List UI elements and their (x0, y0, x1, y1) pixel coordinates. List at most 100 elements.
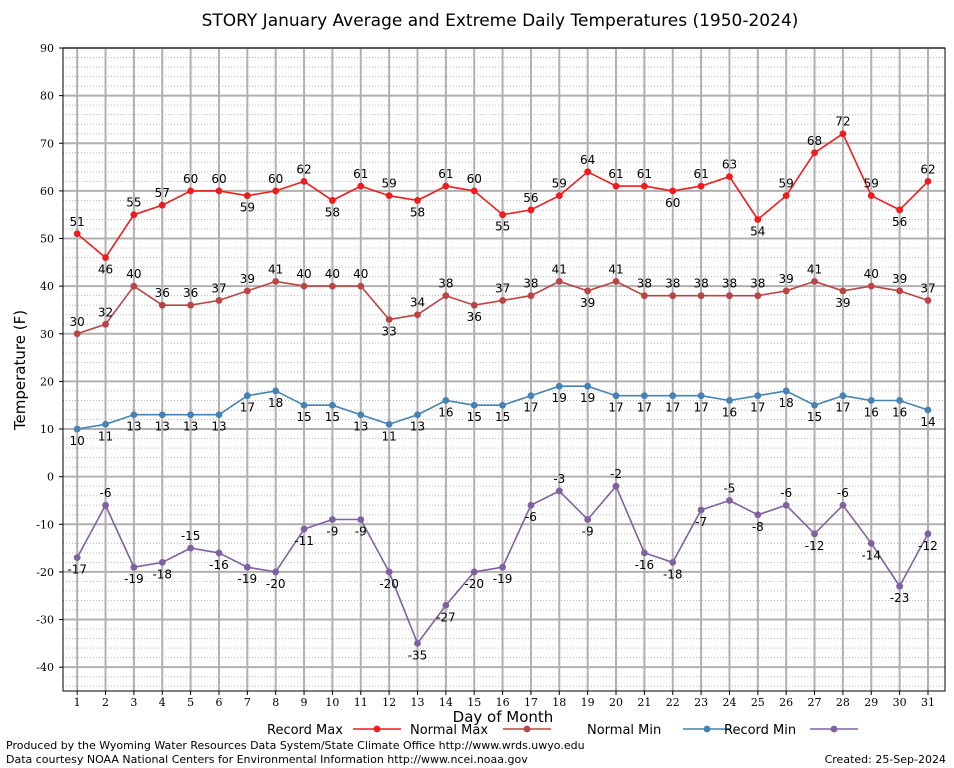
data-point (867, 539, 875, 547)
series-layer: 51 46 55 57 60 60 59 60 62 58 61 59 58 61 60 55 56 59 64 61… (67, 115, 937, 663)
data-point (782, 501, 790, 509)
x-tick-label: 16 (496, 696, 510, 709)
data-point (102, 320, 109, 328)
series-record-min: -17 -6 -19 -18 -15 -16 -19 -20 -11 -9 -9 -20 -35 -27 -… (67, 467, 937, 662)
data-label: -9 (355, 525, 367, 539)
data-label: 13 (211, 420, 226, 434)
x-tick-label: 22 (666, 696, 680, 709)
data-point (584, 168, 592, 176)
x-tick-label: 3 (130, 696, 137, 709)
data-point (442, 182, 450, 190)
legend-item: Normal Min (587, 723, 731, 738)
data-point (726, 292, 733, 300)
data-label: -17 (67, 563, 87, 577)
data-point (669, 292, 677, 300)
data-label: -18 (663, 567, 683, 581)
data-label: 60 (183, 172, 198, 186)
data-point (811, 149, 818, 157)
legend-marker (373, 725, 381, 733)
data-label: 72 (835, 115, 850, 129)
data-point (640, 392, 648, 400)
data-point (187, 544, 195, 552)
data-point (527, 292, 535, 300)
data-point (73, 230, 81, 238)
data-point (669, 392, 677, 400)
data-point (130, 563, 138, 571)
x-tick-label: 14 (439, 696, 453, 709)
data-point (811, 401, 818, 409)
data-label: 38 (693, 277, 708, 291)
data-point (839, 392, 847, 400)
x-tick-label: 10 (325, 696, 339, 709)
x-tick-label: 21 (637, 696, 651, 709)
data-point (442, 397, 450, 404)
data-label: 56 (892, 215, 907, 229)
data-point (527, 392, 535, 400)
data-label: 13 (353, 420, 368, 434)
data-point (158, 559, 166, 566)
legend-marker (830, 725, 838, 733)
data-label: 16 (864, 405, 879, 419)
data-point (754, 392, 762, 400)
x-tick-label: 12 (382, 696, 396, 709)
data-label: 37 (495, 281, 510, 295)
data-label: -16 (635, 558, 655, 572)
data-point (329, 401, 336, 409)
data-label: -6 (837, 486, 849, 500)
data-label: 61 (353, 167, 368, 181)
data-label: 60 (268, 172, 283, 186)
data-label: 39 (580, 296, 595, 310)
data-label: -20 (464, 577, 484, 591)
data-point (867, 192, 875, 200)
data-label: 15 (296, 410, 311, 424)
data-point (187, 411, 195, 419)
plot-frame (62, 47, 946, 692)
data-label: 68 (807, 134, 822, 148)
data-label: 41 (608, 262, 623, 276)
data-point (130, 211, 138, 219)
y-tick-label: 60 (40, 185, 54, 198)
x-axis: 1 2 3 4 5 6 7 8 9 10 11 12 13 14 15 16 17 18 19 20 21 22 23 24 2… (74, 691, 935, 709)
data-point (867, 282, 875, 290)
data-label: 61 (693, 167, 708, 181)
x-axis-label: Day of Month (453, 708, 554, 726)
data-label: 19 (580, 391, 595, 405)
data-label: 10 (70, 434, 85, 448)
x-tick-label: 30 (893, 696, 907, 709)
data-label: 15 (807, 410, 822, 424)
y-tick-label: 80 (40, 90, 54, 103)
data-label: -6 (780, 486, 792, 500)
data-label: 14 (920, 415, 935, 429)
data-point (896, 287, 904, 295)
data-label: 61 (438, 167, 453, 181)
data-point (640, 292, 648, 300)
data-label: -8 (752, 520, 764, 534)
data-point (300, 282, 308, 290)
data-label: 17 (693, 401, 708, 415)
data-point (73, 554, 81, 562)
data-label: 38 (722, 277, 737, 291)
data-point (527, 501, 535, 509)
data-point (811, 277, 818, 285)
data-label: 38 (438, 277, 453, 291)
data-point (414, 411, 421, 419)
x-tick-label: 2 (102, 696, 109, 709)
y-tick-label: -10 (36, 518, 54, 531)
data-point (272, 568, 280, 576)
data-label: 17 (637, 401, 652, 415)
data-point (499, 563, 506, 571)
data-label: -18 (152, 567, 172, 581)
data-label: -19 (493, 572, 513, 586)
data-label: 18 (779, 396, 794, 410)
data-label: -5 (723, 481, 735, 495)
data-point (811, 530, 818, 538)
data-point (385, 192, 393, 200)
data-label: 55 (126, 196, 141, 210)
data-label: 60 (665, 196, 680, 210)
data-point (782, 192, 790, 200)
data-label: 15 (495, 410, 510, 424)
data-point (300, 401, 308, 409)
data-point (726, 497, 733, 504)
data-point (158, 201, 166, 209)
data-point (839, 130, 847, 138)
